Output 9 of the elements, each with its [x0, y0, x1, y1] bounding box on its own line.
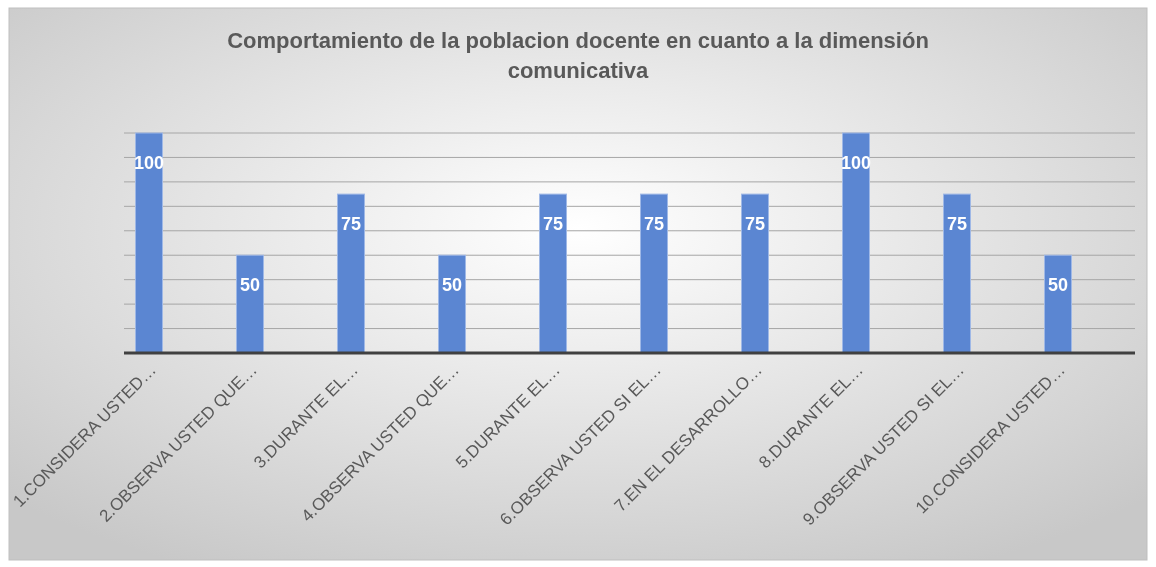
data-label: 50 [1047, 275, 1069, 296]
data-label: 75 [542, 214, 564, 235]
data-label: 50 [239, 275, 261, 296]
data-label: 75 [946, 214, 968, 235]
chart-title: Comportamiento de la poblacion docente en cuanto a la dimensión comunicativa [227, 28, 929, 83]
data-label: 75 [744, 214, 766, 235]
data-label: 75 [643, 214, 665, 235]
data-label: 50 [441, 275, 463, 296]
data-label: 75 [340, 214, 362, 235]
